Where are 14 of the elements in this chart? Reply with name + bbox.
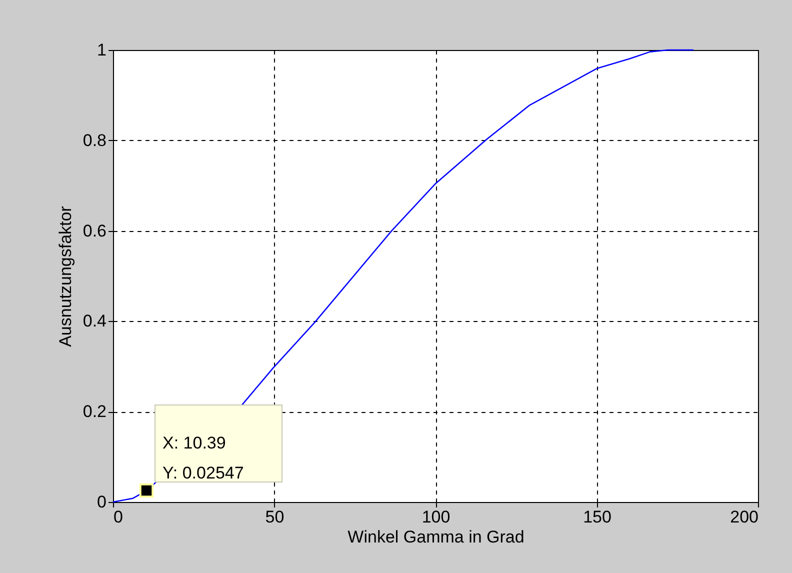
y-axis-title: Ausnutzungsfaktor — [56, 206, 75, 347]
x-tick-label: 0 — [114, 508, 123, 526]
y-tick-label: 0.2 — [82, 402, 106, 422]
x-tick-label: 50 — [265, 508, 284, 526]
y-tick-label: 0 — [97, 492, 106, 512]
y-tick-label: 0.4 — [82, 312, 106, 331]
x-tick-label: 100 — [422, 508, 450, 526]
y-tick-label: 0.8 — [82, 130, 106, 150]
x-tick-label: 200 — [730, 508, 758, 526]
y-tick-label: 0.6 — [82, 221, 106, 240]
x-axis-title: Winkel Gamma in Grad — [348, 528, 524, 546]
y-tick-label: 1 — [97, 40, 106, 60]
annotation: X: 10.39 Y: 0.02547 — [162, 433, 244, 482]
x-tick-label: 150 — [583, 508, 612, 526]
